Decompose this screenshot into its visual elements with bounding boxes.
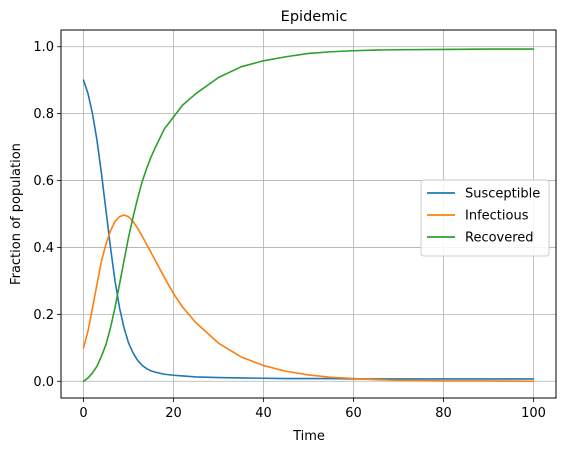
legend-label-infectious: Infectious	[465, 209, 529, 224]
series-line-recovered	[82, 48, 535, 383]
y-tick-label: 1.0	[33, 40, 54, 55]
x-tick-label: 0	[79, 406, 87, 421]
x-tick-label: 80	[435, 406, 452, 421]
y-tick-label: 0.8	[33, 107, 54, 122]
x-tick-label: 20	[165, 406, 182, 421]
legend-label-recovered: Recovered	[465, 231, 534, 246]
legend-label-susceptible: Susceptible	[465, 187, 540, 202]
x-tick-label: 100	[521, 406, 546, 421]
y-tick-label: 0.0	[33, 375, 54, 390]
x-tick-label: 60	[345, 406, 362, 421]
series-lines	[82, 48, 535, 383]
series-line-infectious	[82, 214, 535, 383]
y-tick-label: 0.2	[33, 308, 54, 323]
x-axis-title: Time	[292, 429, 325, 444]
x-tick-label: 40	[255, 406, 272, 421]
y-axis-title: Fraction of population	[9, 143, 24, 285]
axis-ticks: 0 20 40 60 80 100 0.0 0.2 0.4 0.6 0.8 1.0	[33, 40, 546, 421]
plot-frame	[60, 29, 557, 399]
legend: Susceptible Infectious Recovered	[420, 179, 550, 257]
y-tick-label: 0.6	[33, 174, 54, 189]
y-tick-label: 0.4	[33, 241, 54, 256]
chart-title: Epidemic	[281, 9, 348, 25]
